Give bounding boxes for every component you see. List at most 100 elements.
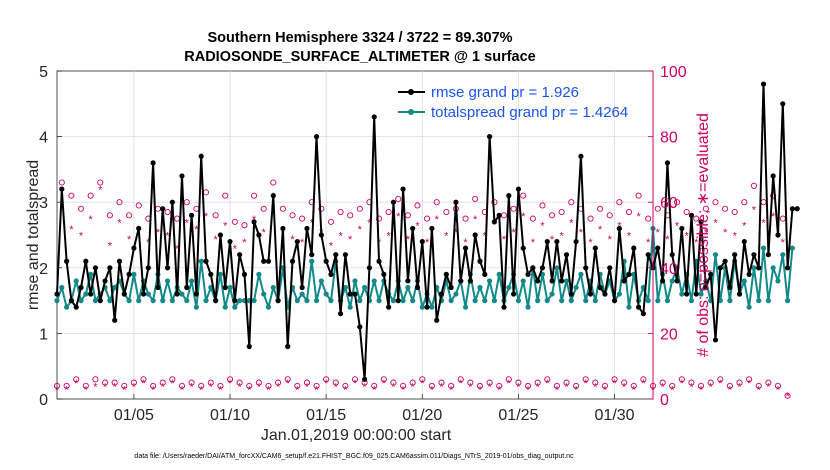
rmse-point: [366, 265, 373, 271]
totalspread-point: [472, 298, 478, 304]
obs-evaluated-point: *: [411, 381, 416, 393]
rmse-point: [535, 278, 541, 284]
totalspread-point: [544, 298, 550, 304]
rmse-point: [299, 284, 305, 291]
obs-evaluated-point: *: [526, 385, 531, 397]
obs-possible-point: [385, 208, 392, 216]
obs-possible-point: [198, 382, 205, 389]
obs-evaluated-point: *: [362, 381, 367, 393]
obs-possible-point: [625, 208, 633, 216]
totalspread-point: [751, 265, 757, 271]
obs-evaluated-point: *: [122, 385, 127, 397]
totalspread-point: [342, 284, 348, 291]
obs-evaluated-point: *: [579, 227, 584, 239]
totalspread-point: [645, 298, 651, 304]
obs-evaluated-point: *: [632, 385, 637, 397]
obs-evaluated-point: *: [295, 385, 300, 397]
obs-possible-point: [414, 202, 421, 209]
totalspread-point: [664, 298, 671, 304]
obs-possible-point: [746, 376, 753, 383]
obs-evaluated-point: *: [420, 378, 425, 390]
totalspread-point: [592, 298, 598, 304]
rmse-point: [616, 225, 622, 232]
rmse-point: [765, 252, 771, 258]
obs-possible-point: [87, 192, 94, 199]
obs-evaluated-point: *: [108, 240, 113, 252]
obs-evaluated-point: *: [194, 224, 199, 236]
rmse-point: [496, 212, 502, 218]
y-right-tick-label: 40: [660, 261, 678, 278]
obs-evaluated-point: *: [439, 381, 444, 393]
obs-evaluated-point: *: [511, 227, 516, 239]
rmse-point: [131, 245, 137, 251]
totalspread-point: [376, 298, 382, 304]
rmse-point: [530, 265, 536, 271]
totalspread-point: [453, 291, 459, 297]
obs-possible-point: [327, 218, 335, 225]
totalspread-point: [482, 298, 488, 304]
obs-evaluated-point: *: [713, 217, 718, 229]
totalspread-point: [626, 304, 632, 310]
rmse-point: [544, 238, 550, 245]
totalspread-point: [698, 291, 704, 297]
rmse-point: [775, 232, 781, 238]
obs-possible-point: [92, 376, 99, 383]
rmse-point: [669, 252, 675, 258]
obs-evaluated-point: *: [127, 234, 132, 246]
rmse-point: [717, 265, 723, 271]
rmse-point: [679, 225, 685, 232]
y-left-tick-label: 1: [39, 326, 48, 343]
rmse-point: [693, 291, 699, 297]
rmse-point: [756, 265, 762, 271]
totalspread-point: [712, 252, 719, 258]
obs-possible-point: [53, 382, 61, 389]
rmse-point: [112, 317, 118, 323]
totalspread-point: [179, 291, 185, 297]
obs-evaluated-point: *: [353, 378, 358, 390]
totalspread-point: [261, 291, 267, 297]
rmse-point: [549, 278, 555, 284]
rmse-point: [342, 252, 348, 258]
obs-possible-point: [755, 382, 762, 389]
totalspread-point: [756, 298, 762, 304]
obs-possible-point: [659, 379, 666, 386]
obs-evaluated-point: *: [646, 237, 651, 249]
obs-possible-point: [726, 382, 733, 389]
obs-evaluated-point: *: [776, 385, 781, 397]
y-left-tick-label: 4: [39, 130, 48, 147]
obs-possible-point: [73, 376, 80, 383]
rmse-point: [655, 245, 661, 251]
totalspread-point: [679, 291, 685, 297]
obs-evaluated-point: *: [367, 217, 372, 229]
obs-evaluated-point: *: [161, 381, 166, 393]
obs-evaluated-point: *: [132, 381, 137, 393]
totalspread-point: [789, 245, 795, 251]
obs-evaluated-point: *: [338, 231, 343, 243]
obs-evaluated-point: *: [680, 378, 685, 390]
obs-evaluated-point: *: [487, 381, 492, 393]
rmse-point: [136, 225, 142, 232]
totalspread-point: [136, 298, 142, 304]
obs-evaluated-point: *: [737, 381, 742, 393]
obs-possible-point: [380, 376, 387, 383]
rmse-point: [554, 238, 560, 245]
obs-evaluated-point: *: [560, 231, 565, 243]
totalspread-point: [73, 278, 79, 284]
obs-possible-point: [82, 382, 89, 389]
rmse-point: [578, 153, 584, 159]
obs-evaluated-point: *: [536, 381, 541, 393]
rmse-point: [328, 271, 334, 277]
obs-possible-point: [669, 382, 676, 389]
rmse-point: [708, 271, 714, 277]
totalspread-point: [429, 304, 435, 310]
rmse-point: [424, 304, 430, 310]
obs-evaluated-point: *: [728, 385, 733, 397]
obs-evaluated-point: *: [358, 224, 363, 236]
totalspread-point: [410, 298, 416, 304]
obs-evaluated-point: *: [473, 214, 478, 226]
obs-evaluated-point: *: [314, 385, 319, 397]
obs-evaluated-point: *: [430, 385, 435, 397]
obs-possible-point: [303, 379, 310, 386]
rmse-point: [347, 291, 353, 297]
